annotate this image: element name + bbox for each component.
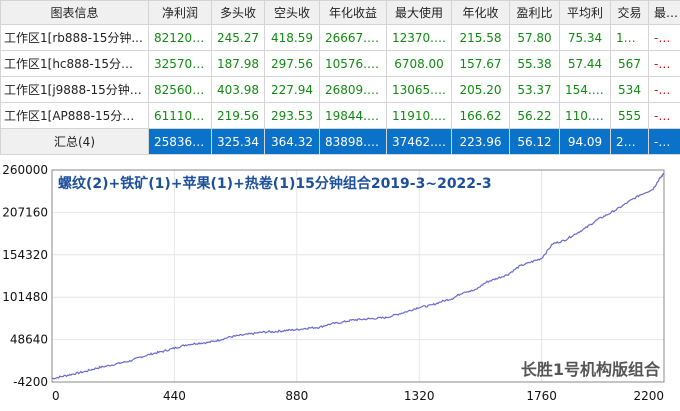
table-header-row[interactable]: 图表信息净利润多头收空头收年化收益最大使用年化收盈利比平均利交易最大资产 bbox=[0, 0, 680, 25]
table-row[interactable]: 工作区1[hc888-15分钟... 32570.00 187.98 297.56 10… bbox=[0, 50, 680, 77]
column-header[interactable]: 最大资产 bbox=[648, 0, 680, 25]
x-tick-label: 880 bbox=[285, 389, 308, 403]
table-cell: 157.67 bbox=[451, 50, 510, 77]
column-header[interactable]: 盈利比 bbox=[509, 0, 560, 25]
table-cell: 154.61 bbox=[559, 76, 611, 103]
table-cell: 166.62 bbox=[451, 102, 510, 129]
x-axis: 0 440 880 1320 1760 2200 bbox=[52, 389, 664, 403]
table-cell: 567 bbox=[610, 50, 649, 77]
column-header[interactable]: 平均利 bbox=[559, 0, 611, 25]
column-header[interactable]: 最大使用 bbox=[386, 0, 452, 25]
total-cell: 364.32 bbox=[264, 128, 320, 155]
total-cell: 2746 bbox=[610, 128, 649, 155]
equity-line bbox=[51, 172, 665, 380]
y-axis: 260000 207160 154320 101480 48640 -4200 bbox=[2, 163, 48, 389]
equity-chart: 260000 207160 154320 101480 48640 -4200 0 440 8… bbox=[2, 163, 665, 403]
row-name-cell: 工作区1[hc888-15分钟... bbox=[0, 50, 149, 77]
total-cell: 56.12 bbox=[509, 128, 560, 155]
grid bbox=[51, 169, 665, 383]
column-header[interactable]: 年化收 bbox=[451, 0, 510, 25]
table-cell: -7860.00 bbox=[648, 102, 680, 129]
total-cell: -10400.00 bbox=[648, 128, 680, 155]
table-cell: -3780.00 bbox=[648, 24, 680, 51]
y-tick-label: 207160 bbox=[2, 205, 48, 219]
total-cell: 223.96 bbox=[451, 128, 510, 155]
table-row[interactable]: 工作区1[rb888-15分钟... 82120.00 245.27 418.59 26… bbox=[0, 24, 680, 51]
table-cell: 1090 bbox=[610, 24, 649, 51]
total-cell: 83898.04 bbox=[319, 128, 387, 155]
table-cell: -3230.00 bbox=[648, 50, 680, 77]
table-total-row[interactable]: 汇总(4) 258360... 325.34 364.32 83898.04 37462.… bbox=[0, 128, 680, 155]
column-header[interactable]: 空头收 bbox=[264, 0, 320, 25]
table-cell: 12370.00 bbox=[386, 24, 452, 51]
y-tick-label: 48640 bbox=[10, 333, 48, 347]
row-name-cell: 工作区1[AP888-15分钟... bbox=[0, 102, 149, 129]
x-tick-label: 2200 bbox=[633, 389, 664, 403]
table-cell: 57.44 bbox=[559, 50, 611, 77]
total-cell: 94.09 bbox=[559, 128, 611, 155]
table-cell: 26809.96 bbox=[319, 76, 387, 103]
row-name-cell: 工作区1[rb888-15分钟... bbox=[0, 24, 149, 51]
chart-title: 螺纹(2)+铁矿(1)+苹果(1)+热卷(1)15分钟组合2019-3~2022… bbox=[58, 175, 492, 192]
table-row[interactable]: 工作区1[j9888-15分钟线... 82560.00 403.98 227.94 2… bbox=[0, 76, 680, 103]
y-tick-label: -4200 bbox=[13, 375, 48, 389]
table-cell: 245.27 bbox=[211, 24, 265, 51]
table-row[interactable]: 工作区1[AP888-15分钟... 61110.00 219.56 293.53 19… bbox=[0, 102, 680, 129]
table-cell: 55.38 bbox=[509, 50, 560, 77]
table-cell: 205.20 bbox=[451, 76, 510, 103]
table-cell: 61110.00 bbox=[148, 102, 212, 129]
strategy-table: 图表信息净利润多头收空头收年化收益最大使用年化收盈利比平均利交易最大资产工作区1… bbox=[0, 0, 680, 155]
table-cell: -10790.00 bbox=[648, 76, 680, 103]
total-cell: 37462.00 bbox=[386, 128, 452, 155]
table-cell: 215.58 bbox=[451, 24, 510, 51]
row-name-cell: 工作区1[j9888-15分钟线... bbox=[0, 76, 149, 103]
table-cell: 26667.08 bbox=[319, 24, 387, 51]
column-header[interactable]: 交易 bbox=[610, 0, 649, 25]
watermark-label: 长胜1号机构版组合 bbox=[521, 360, 661, 379]
y-tick-label: 260000 bbox=[2, 163, 48, 177]
total-cell: 325.34 bbox=[211, 128, 265, 155]
table-cell: 57.80 bbox=[509, 24, 560, 51]
table-cell: 82560.00 bbox=[148, 76, 212, 103]
table-cell: 11910.00 bbox=[386, 102, 452, 129]
table-cell: 19844.44 bbox=[319, 102, 387, 129]
x-tick-label: 0 bbox=[52, 389, 60, 403]
y-tick-label: 101480 bbox=[2, 290, 48, 304]
table-cell: 13065.00 bbox=[386, 76, 452, 103]
table-cell: 6708.00 bbox=[386, 50, 452, 77]
table-cell: 219.56 bbox=[211, 102, 265, 129]
table-cell: 82120.00 bbox=[148, 24, 212, 51]
table-cell: 32570.00 bbox=[148, 50, 212, 77]
total-label-cell: 汇总(4) bbox=[0, 128, 149, 155]
table-cell: 187.98 bbox=[211, 50, 265, 77]
table-cell: 555 bbox=[610, 102, 649, 129]
column-header[interactable]: 多头收 bbox=[211, 0, 265, 25]
x-tick-label: 1760 bbox=[526, 389, 557, 403]
table-cell: 56.22 bbox=[509, 102, 560, 129]
column-header[interactable]: 年化收益 bbox=[319, 0, 387, 25]
table-cell: 534 bbox=[610, 76, 649, 103]
y-tick-label: 154320 bbox=[2, 248, 48, 262]
table-cell: 110.11 bbox=[559, 102, 611, 129]
table-cell: 297.56 bbox=[264, 50, 320, 77]
plot-frame bbox=[51, 169, 665, 383]
table-cell: 293.53 bbox=[264, 102, 320, 129]
column-header[interactable]: 净利润 bbox=[148, 0, 212, 25]
table-cell: 418.59 bbox=[264, 24, 320, 51]
table-cell: 227.94 bbox=[264, 76, 320, 103]
table-cell: 403.98 bbox=[211, 76, 265, 103]
table-cell: 53.37 bbox=[509, 76, 560, 103]
table-cell: 10576.56 bbox=[319, 50, 387, 77]
x-tick-label: 440 bbox=[163, 389, 186, 403]
column-header[interactable]: 图表信息 bbox=[0, 0, 149, 25]
total-cell: 258360... bbox=[148, 128, 212, 155]
table-cell: 75.34 bbox=[559, 24, 611, 51]
x-tick-label: 1320 bbox=[404, 389, 435, 403]
